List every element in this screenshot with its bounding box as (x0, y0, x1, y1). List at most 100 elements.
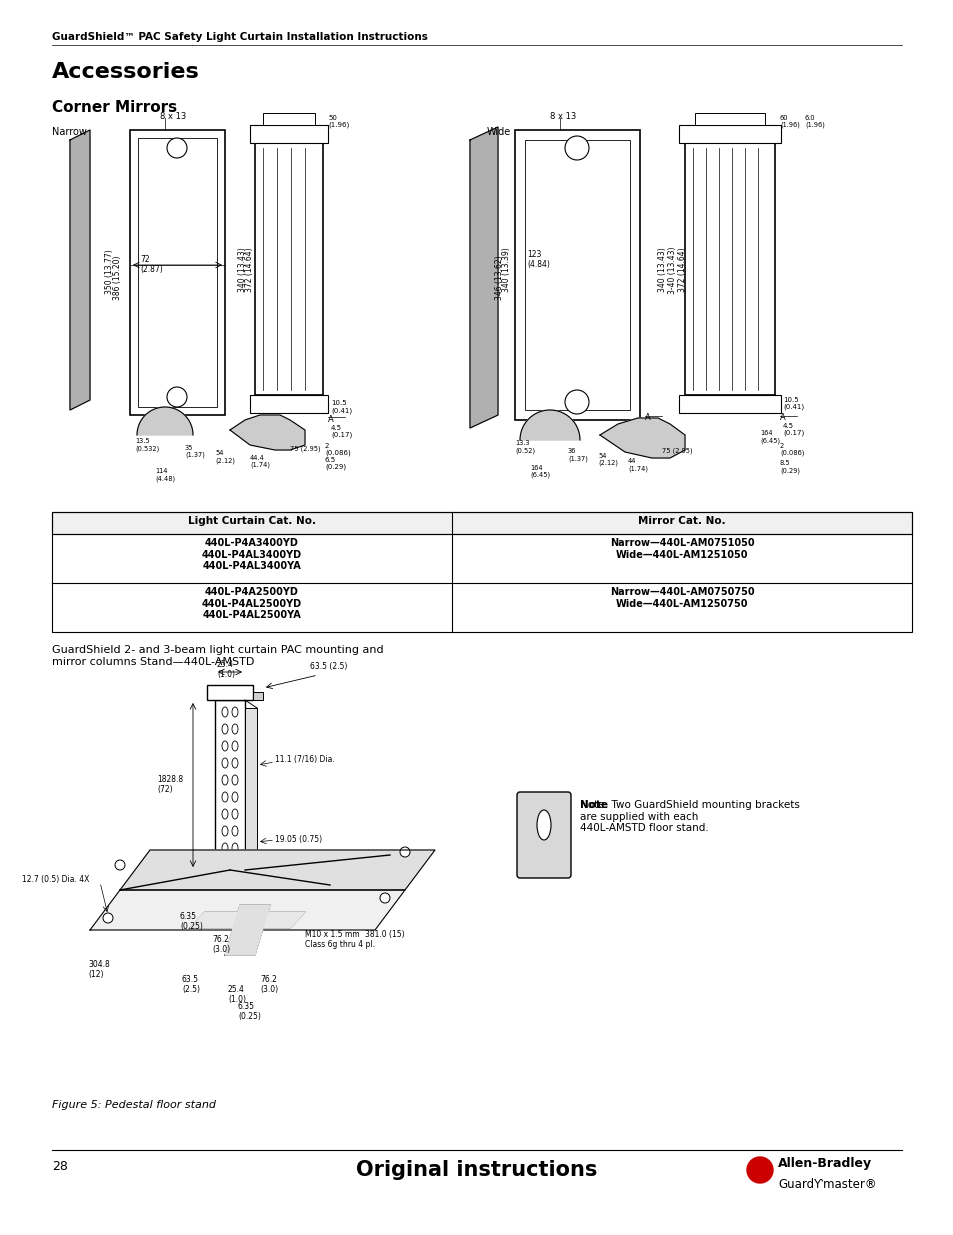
Bar (524, 140, 629, 410)
Text: 6.0
(1.96): 6.0 (1.96) (804, 115, 824, 128)
Text: 13.5
(0.532): 13.5 (0.532) (135, 438, 159, 452)
Circle shape (379, 893, 390, 903)
Polygon shape (120, 850, 435, 890)
Text: 36
(1.37): 36 (1.37) (567, 448, 587, 462)
Ellipse shape (222, 741, 228, 751)
Polygon shape (599, 417, 684, 458)
Ellipse shape (222, 792, 228, 802)
Text: Wide: Wide (486, 127, 511, 137)
Bar (138, 138, 216, 408)
Text: GuardShield™ PAC Safety Light Curtain Installation Instructions: GuardShield™ PAC Safety Light Curtain In… (52, 32, 428, 42)
Text: AB: AB (753, 1167, 765, 1176)
Text: 340 (13.43): 340 (13.43) (658, 248, 667, 293)
Text: 304.8
(12): 304.8 (12) (88, 960, 110, 979)
Bar (245, 708, 256, 868)
Text: 2
(0.086): 2 (0.086) (325, 443, 351, 457)
Text: 76.2
(3.0): 76.2 (3.0) (212, 935, 230, 955)
Text: GuardƳmaster®: GuardƳmaster® (778, 1178, 876, 1191)
Bar (515, 130, 639, 420)
Circle shape (167, 138, 187, 158)
Text: 35
(1.37): 35 (1.37) (185, 445, 205, 458)
Bar (250, 395, 328, 412)
Text: 60
(1.96): 60 (1.96) (780, 115, 799, 128)
Bar (254, 143, 323, 395)
Text: Figure 5: Pedestal floor stand: Figure 5: Pedestal floor stand (52, 1100, 215, 1110)
Text: 3-40 (13.43): 3-40 (13.43) (668, 246, 677, 294)
Polygon shape (190, 911, 305, 927)
Text: 6.35
(0.25): 6.35 (0.25) (237, 1002, 260, 1021)
Text: Narrow—440L-AM0750750
Wide—440L-AM1250750: Narrow—440L-AM0750750 Wide—440L-AM125075… (609, 587, 754, 609)
Bar (130, 130, 225, 415)
Text: 19.05 (0.75): 19.05 (0.75) (274, 835, 322, 844)
Text: 114
(4.48): 114 (4.48) (154, 468, 175, 482)
Text: Corner Mirrors: Corner Mirrors (52, 100, 177, 115)
Text: 6.5
(0.29): 6.5 (0.29) (325, 457, 346, 471)
Ellipse shape (232, 776, 237, 785)
Circle shape (103, 913, 112, 923)
Text: 10.5
(0.41): 10.5 (0.41) (782, 396, 803, 410)
Bar (214, 700, 245, 869)
Text: 11.1 (7/16) Dia.: 11.1 (7/16) Dia. (274, 755, 335, 764)
Text: 12.7 (0.5) Dia. 4X: 12.7 (0.5) Dia. 4X (22, 876, 90, 884)
Text: 340 (13.39): 340 (13.39) (502, 248, 511, 293)
Polygon shape (90, 890, 405, 930)
Text: 164
(6.45): 164 (6.45) (530, 466, 550, 478)
Text: Accessories: Accessories (52, 62, 199, 82)
Ellipse shape (222, 706, 228, 718)
Ellipse shape (232, 792, 237, 802)
Text: Note: Note (579, 800, 607, 810)
Text: A: A (780, 412, 785, 422)
Ellipse shape (232, 809, 237, 819)
Text: A: A (328, 415, 334, 424)
Text: 10.5
(0.41): 10.5 (0.41) (331, 400, 352, 414)
Text: 28: 28 (52, 1160, 68, 1173)
Text: 4.5
(0.17): 4.5 (0.17) (782, 424, 803, 436)
Ellipse shape (232, 758, 237, 768)
Ellipse shape (222, 776, 228, 785)
Bar (263, 112, 314, 125)
Circle shape (564, 136, 588, 161)
Text: 1828.8
(72): 1828.8 (72) (157, 776, 183, 794)
Text: 72
(2.87): 72 (2.87) (140, 254, 163, 274)
Polygon shape (519, 410, 579, 440)
Text: GuardShield 2- and 3-beam light curtain PAC mounting and
mirror columns Stand—44: GuardShield 2- and 3-beam light curtain … (52, 645, 383, 667)
Text: 346 (13.62): 346 (13.62) (495, 256, 504, 300)
Text: Original instructions: Original instructions (355, 1160, 598, 1179)
FancyBboxPatch shape (517, 792, 571, 878)
Text: 25.4
(1.0): 25.4 (1.0) (228, 986, 246, 1004)
Text: 4.5
(0.17): 4.5 (0.17) (331, 425, 352, 438)
Text: 372 (14.64): 372 (14.64) (245, 248, 254, 293)
Bar (684, 143, 774, 395)
Circle shape (564, 390, 588, 414)
Bar (52, 513, 911, 632)
Text: 54
(2.12): 54 (2.12) (598, 453, 618, 467)
Text: 75 (2.95): 75 (2.95) (661, 448, 692, 454)
Text: 13.3
(0.52): 13.3 (0.52) (515, 440, 535, 453)
Text: 340 (13.43): 340 (13.43) (238, 248, 247, 293)
Circle shape (167, 387, 187, 408)
Text: Allen-Bradley: Allen-Bradley (778, 1157, 871, 1170)
Text: Narrow—440L-AM0751050
Wide—440L-AM1251050: Narrow—440L-AM0751050 Wide—440L-AM125105… (609, 538, 754, 559)
Text: Narrow: Narrow (52, 127, 87, 137)
Text: M10 x 1.5 mm
Class 6g thru 4 pl.: M10 x 1.5 mm Class 6g thru 4 pl. (305, 930, 375, 950)
Ellipse shape (232, 741, 237, 751)
Ellipse shape (537, 810, 551, 840)
Text: 8 x 13: 8 x 13 (550, 112, 576, 121)
Text: 123
(4.84): 123 (4.84) (526, 249, 549, 269)
Ellipse shape (222, 844, 228, 853)
Ellipse shape (232, 706, 237, 718)
Ellipse shape (222, 809, 228, 819)
Text: Note: Two GuardShield mounting brackets
are supplied with each
440L-AMSTD floor : Note: Two GuardShield mounting brackets … (579, 800, 799, 834)
Circle shape (115, 860, 125, 869)
Bar (52, 513, 911, 534)
Text: 63.5
(2.5): 63.5 (2.5) (182, 974, 200, 994)
Ellipse shape (232, 724, 237, 734)
Text: 63.5 (2.5): 63.5 (2.5) (310, 662, 347, 671)
Bar (679, 395, 781, 412)
Polygon shape (225, 905, 270, 955)
Text: 350 (13.77): 350 (13.77) (106, 249, 114, 294)
Circle shape (746, 1157, 772, 1183)
Text: 76.2
(3.0): 76.2 (3.0) (260, 974, 278, 994)
Text: 386 (15.20): 386 (15.20) (113, 256, 122, 300)
Text: 440L-P4A2500YD
440L-P4AL2500YD
440L-P4AL2500YA: 440L-P4A2500YD 440L-P4AL2500YD 440L-P4AL… (202, 587, 302, 620)
